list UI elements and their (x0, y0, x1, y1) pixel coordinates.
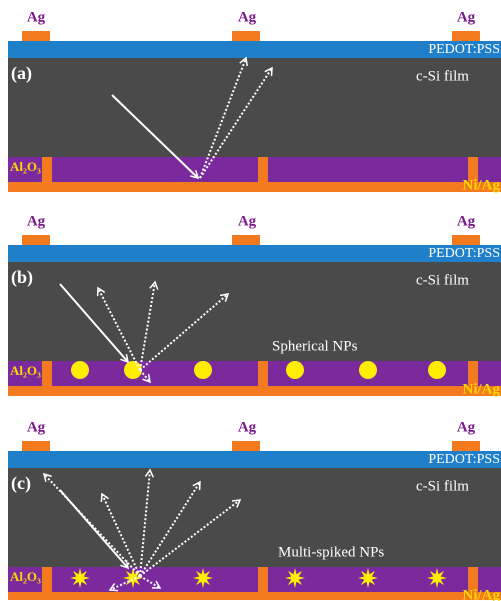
particles-label: Multi-spiked NPs (278, 544, 384, 560)
ag-label: Ag (27, 9, 46, 25)
sphere-np (71, 361, 89, 379)
oxide-layer (8, 157, 501, 182)
back-contact (8, 182, 501, 192)
panel-label: (a) (11, 63, 32, 84)
contact-finger (42, 157, 52, 182)
back-contact (8, 386, 501, 396)
ag-label: Ag (457, 213, 476, 229)
ag-label: Ag (457, 9, 476, 25)
top-layer-label: PEDOT:PSS (428, 42, 500, 57)
sphere-np (194, 361, 212, 379)
spiked-np (193, 568, 213, 588)
sphere-np (359, 361, 377, 379)
ag-pad (22, 441, 50, 451)
ag-pad (232, 441, 260, 451)
top-layer-label: PEDOT:PSS (428, 246, 500, 261)
top-layer-label: PEDOT:PSS (428, 452, 500, 467)
contact-finger (42, 361, 52, 386)
bulk-label: c-Si film (416, 478, 469, 494)
contact-finger (258, 157, 268, 182)
back-label: Ni/Ag (463, 381, 501, 397)
oxide-label: Al₂O₃ (10, 569, 41, 584)
ag-label: Ag (238, 419, 257, 435)
top-layer (8, 245, 501, 262)
spiked-np (358, 568, 378, 588)
ag-pad (22, 235, 50, 245)
spiked-np (70, 568, 90, 588)
ag-label: Ag (457, 419, 476, 435)
contact-finger (258, 567, 268, 592)
panel-label: (c) (11, 473, 31, 494)
top-layer (8, 451, 501, 468)
particles-label: Spherical NPs (272, 338, 358, 354)
ag-label: Ag (27, 419, 46, 435)
contact-finger (42, 567, 52, 592)
ag-pad (22, 31, 50, 41)
diagram: Ag Ag Ag PEDOT:PSS (a) c-Si film Al₂O₃ Ni/Ag Ag A… (0, 0, 501, 601)
sphere-np (286, 361, 304, 379)
back-label: Ni/Ag (463, 177, 501, 193)
spiked-np (427, 568, 447, 588)
top-layer (8, 41, 501, 58)
ag-pad (452, 31, 480, 41)
ag-label: Ag (238, 213, 257, 229)
sphere-np (428, 361, 446, 379)
bulk-label: c-Si film (416, 68, 469, 84)
back-label: Ni/Ag (463, 587, 501, 601)
spiked-np (285, 568, 305, 588)
ag-label: Ag (27, 213, 46, 229)
ag-pad (452, 235, 480, 245)
ag-pad (452, 441, 480, 451)
oxide-label: Al₂O₃ (10, 363, 41, 378)
ag-pad (232, 235, 260, 245)
contact-finger (258, 361, 268, 386)
oxide-label: Al₂O₃ (10, 159, 41, 174)
ag-label: Ag (238, 9, 257, 25)
bulk-label: c-Si film (416, 272, 469, 288)
ag-pad (232, 31, 260, 41)
back-contact (8, 592, 501, 600)
panel-label: (b) (11, 267, 33, 288)
